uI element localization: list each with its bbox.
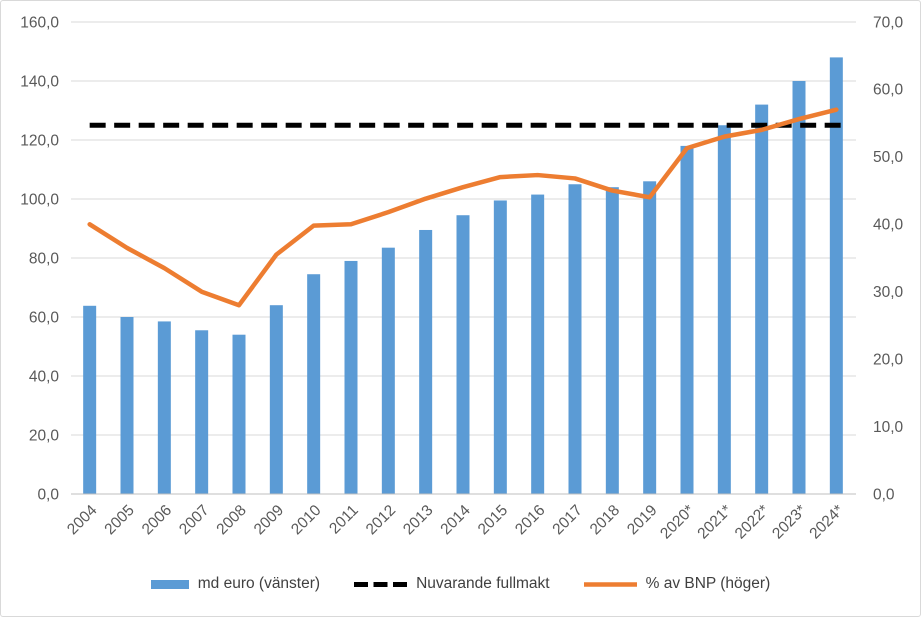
left-axis-tick-label: 20,0 [29, 427, 60, 444]
x-axis-category-label: 2013 [400, 502, 436, 538]
legend-label-md-euro: md euro (vänster) [197, 575, 321, 592]
x-axis-category-label: 2024* [806, 502, 847, 543]
right-axis-tick-label: 50,0 [873, 149, 904, 166]
bar-2007 [195, 330, 209, 494]
x-axis-category-label: 2009 [251, 502, 287, 538]
bar-2020* [680, 145, 694, 494]
x-axis-category-label: 2012 [363, 502, 399, 538]
x-axis-category-label: 2016 [512, 502, 548, 538]
x-axis-category-label: 2007 [176, 502, 212, 538]
bar-series-swatch-icon [150, 579, 189, 589]
line-series-swatch-icon [583, 581, 637, 587]
left-axis-tick-label: 140,0 [20, 73, 59, 90]
left-axis-tick-label: 100,0 [20, 191, 59, 208]
right-axis-tick-label: 40,0 [873, 217, 904, 234]
bar-2021* [717, 125, 731, 494]
bar-2009 [269, 305, 283, 494]
left-axis-tick-label: 0,0 [37, 486, 59, 503]
x-axis-category-label: 2008 [213, 502, 249, 538]
right-axis-tick-label: 70,0 [873, 14, 904, 31]
x-axis-category-label: 2022* [732, 502, 773, 543]
bar-2010 [307, 274, 321, 494]
bar-2012 [381, 247, 395, 494]
right-axis-tick-label: 0,0 [873, 486, 895, 503]
bar-2013 [419, 229, 433, 494]
x-axis-category-label: 2014 [437, 502, 474, 539]
bar-2004 [83, 305, 97, 494]
bar-2005 [120, 317, 134, 494]
left-axis-tick-label: 120,0 [20, 132, 59, 149]
bar-2022* [755, 104, 769, 494]
x-axis-category-label: 2011 [326, 502, 362, 538]
x-axis-category-label: 2005 [101, 502, 137, 538]
x-axis-category-label: 2017 [549, 502, 585, 538]
right-axis-tick-label: 60,0 [873, 82, 904, 99]
left-axis-tick-label: 60,0 [29, 309, 60, 326]
x-axis-category-label: 2020* [657, 502, 698, 543]
bar-2017 [568, 184, 582, 494]
x-axis-category-label: 2021* [694, 502, 735, 543]
right-axis-tick-label: 30,0 [873, 284, 904, 301]
x-axis-category-label: 2004 [64, 502, 101, 539]
legend-label-bnp: % av BNP (höger) [645, 575, 771, 592]
left-axis-tick-label: 80,0 [29, 250, 60, 267]
left-axis-tick-label: 40,0 [29, 368, 60, 385]
right-axis-tick-label: 10,0 [873, 419, 904, 436]
x-axis-category-label: 2019 [624, 502, 660, 538]
bar-2024* [829, 57, 843, 495]
bar-2016 [531, 194, 545, 494]
x-axis-category-label: 2010 [288, 502, 325, 539]
legend: md euro (vänster) Nuvarande fullmakt % a… [1, 564, 920, 604]
bar-2006 [157, 321, 171, 494]
bar-2023* [792, 81, 806, 494]
x-axis-category-label: 2015 [475, 502, 511, 538]
legend-item-bnp: % av BNP (höger) [583, 575, 771, 593]
right-axis-tick-label: 20,0 [873, 351, 904, 368]
x-axis-category-label: 2006 [139, 502, 175, 538]
bar-2008 [232, 334, 246, 494]
bar-2015 [493, 200, 507, 494]
left-axis-tick-label: 160,0 [20, 14, 59, 31]
bnp-line [87, 107, 839, 308]
legend-item-fullmakt: Nuvarande fullmakt [354, 575, 550, 593]
bar-2014 [456, 215, 470, 494]
bar-2011 [344, 260, 358, 494]
x-axis-category-label: 2023* [769, 502, 810, 543]
legend-label-fullmakt: Nuvarande fullmakt [416, 575, 550, 592]
dashed-line-swatch-icon [354, 581, 408, 587]
bar-2018 [605, 187, 619, 494]
bar-2019 [643, 181, 657, 495]
legend-item-md-euro: md euro (vänster) [150, 575, 321, 593]
x-axis-category-label: 2018 [587, 502, 623, 538]
